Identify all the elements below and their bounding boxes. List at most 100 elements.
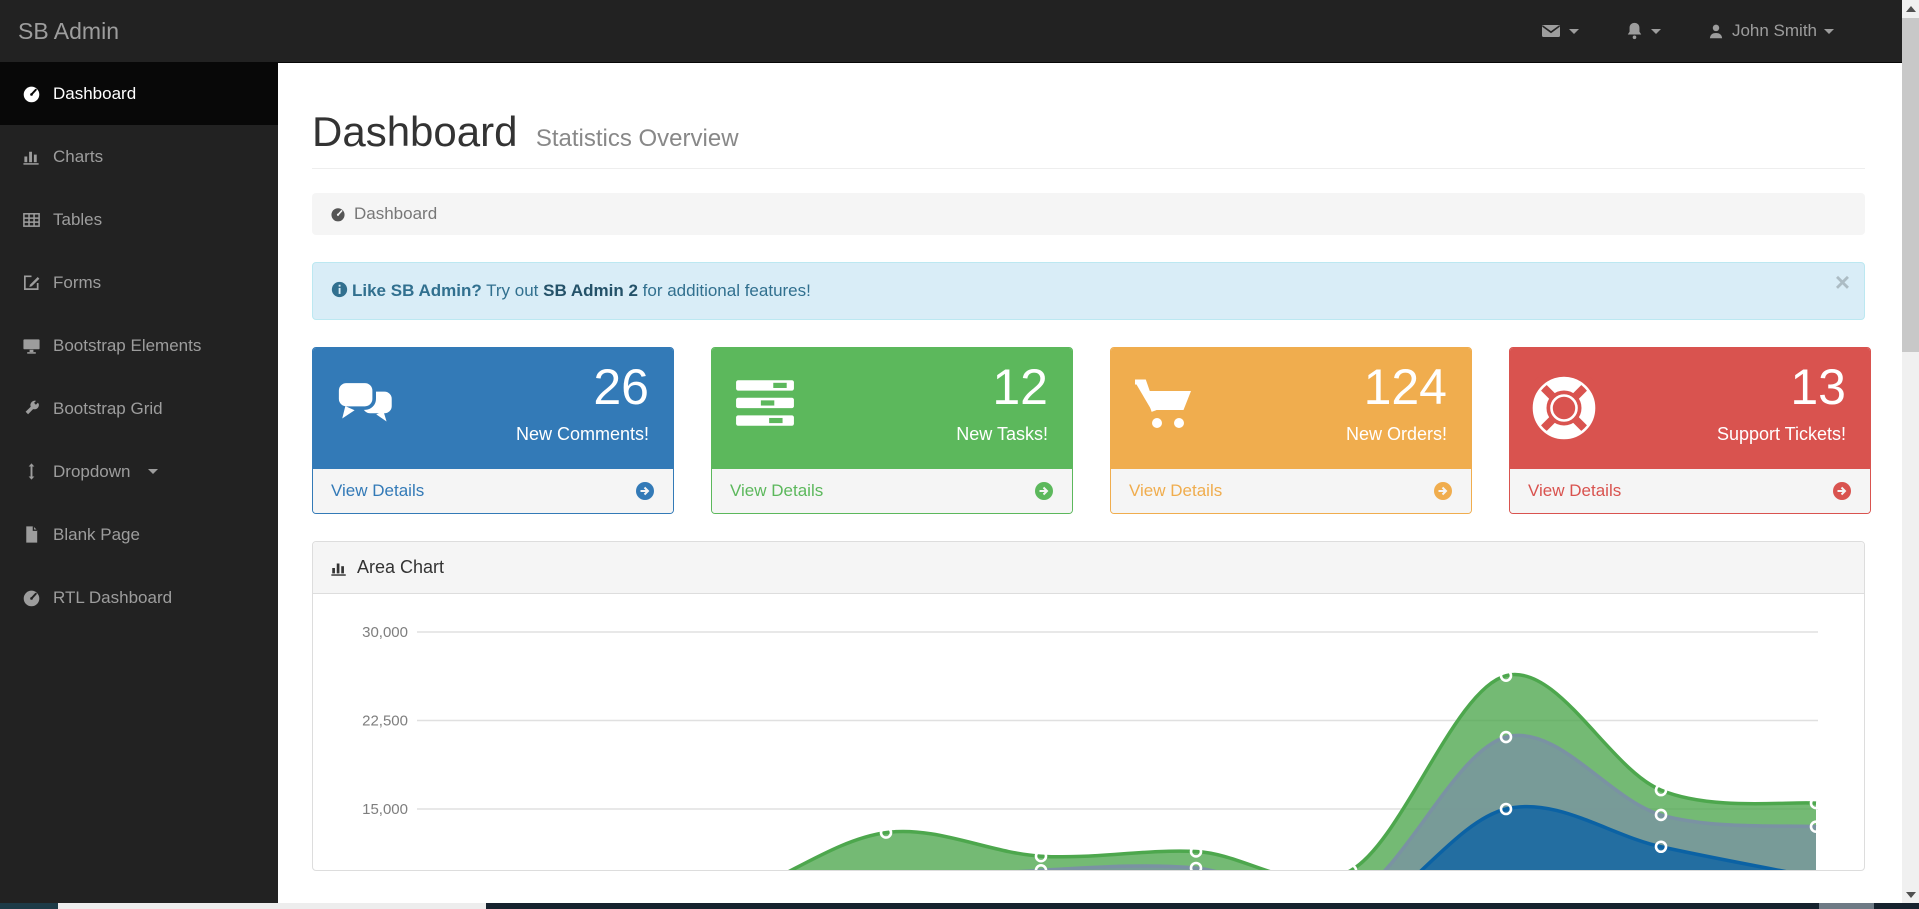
sidebar-item-label: Forms <box>53 272 102 292</box>
support-view-details[interactable]: View Details <box>1510 468 1870 513</box>
triangle-up-icon <box>1905 5 1916 12</box>
tasks-panel: 12 New Tasks! View Details <box>711 347 1073 514</box>
gauge-icon <box>20 84 42 103</box>
support-panel: 13 Support Tickets! View Details <box>1509 347 1871 514</box>
sidebar-nav: Dashboard Charts Tables Forms Bootstrap … <box>0 62 278 903</box>
shopping-cart-icon <box>1133 376 1197 439</box>
gauge-icon <box>330 206 346 222</box>
sidebar-item-label: Dashboard <box>53 83 137 103</box>
area-chart-svg: 30,000 22,500 15,000 <box>362 624 1823 870</box>
view-details-label: View Details <box>1528 481 1622 500</box>
breadcrumb: Dashboard <box>312 193 1865 235</box>
area-chart-title: Area Chart <box>357 557 445 577</box>
taskbar-segment <box>1819 903 1874 909</box>
caret-down-icon <box>1824 28 1834 34</box>
circle-arrow-right-icon <box>1034 481 1054 501</box>
area-chart[interactable]: 30,000 22,500 15,000 <box>313 594 1864 870</box>
sidebar-item-label: Dropdown <box>53 461 131 481</box>
tasks-count: 12 <box>992 359 1048 415</box>
top-navbar: SB Admin John Smith <box>0 0 1902 63</box>
pencil-square-icon <box>20 273 42 292</box>
circle-arrow-right-icon <box>635 481 655 501</box>
stat-panels-row: 26 New Comments! View Details 12 New Tas… <box>312 347 1871 514</box>
circle-arrow-right-icon <box>1433 481 1453 501</box>
bar-chart-icon <box>20 147 42 166</box>
file-icon <box>20 525 42 544</box>
orders-panel: 124 New Orders! View Details <box>1110 347 1472 514</box>
comments-icon <box>335 376 401 437</box>
breadcrumb-item-active: Dashboard <box>354 204 438 223</box>
table-icon <box>20 210 42 229</box>
tasks-label: New Tasks! <box>956 424 1048 444</box>
scroll-down-button[interactable] <box>1902 886 1919 903</box>
view-details-label: View Details <box>730 481 824 500</box>
navbar-right-menu: John Smith <box>1540 0 1834 62</box>
alerts-dropdown[interactable] <box>1625 21 1661 41</box>
svg-text:30,000: 30,000 <box>362 624 408 641</box>
sidebar-item-blank-page[interactable]: Blank Page <box>0 503 278 566</box>
gauge-icon <box>20 588 42 607</box>
orders-label: New Orders! <box>1345 424 1447 444</box>
alert-text: for additional features! <box>637 281 811 300</box>
sidebar-item-rtl-dashboard[interactable]: RTL Dashboard <box>0 566 278 629</box>
close-icon[interactable]: × <box>1834 267 1850 297</box>
comments-view-details[interactable]: View Details <box>313 468 673 513</box>
info-alert: Like SB Admin? Try out SB Admin 2 for ad… <box>312 262 1865 320</box>
bell-icon <box>1625 21 1644 41</box>
bar-chart-icon <box>330 559 348 577</box>
sidebar-item-dropdown[interactable]: Dropdown <box>0 440 278 503</box>
info-circle-icon <box>331 281 348 298</box>
sidebar-item-label: RTL Dashboard <box>53 587 173 607</box>
triangle-down-icon <box>1905 891 1916 898</box>
envelope-icon <box>1540 21 1562 41</box>
brand-link[interactable]: SB Admin <box>18 18 119 44</box>
life-ring-icon <box>1532 376 1596 445</box>
support-label: Support Tickets! <box>1716 424 1846 444</box>
area-chart-panel: Area Chart 30,000 22,500 15,000 <box>312 541 1865 871</box>
tasks-panel-heading: 12 New Tasks! <box>712 348 1072 468</box>
user-dropdown[interactable]: John Smith <box>1707 21 1834 41</box>
arrows-vertical-icon <box>20 462 42 481</box>
sidebar-item-dashboard[interactable]: Dashboard <box>0 62 278 125</box>
comments-label: New Comments! <box>515 424 649 444</box>
user-name: John Smith <box>1731 21 1817 40</box>
sidebar-item-label: Blank Page <box>53 524 140 544</box>
scrollbar-thumb[interactable] <box>1902 18 1919 352</box>
caret-down-icon <box>1650 28 1661 34</box>
sidebar-item-label: Tables <box>53 209 103 229</box>
taskbar-segment <box>58 903 486 909</box>
page-subtitle: Statistics Overview <box>535 125 739 152</box>
area-chart-heading: Area Chart <box>313 542 1864 594</box>
sidebar-item-forms[interactable]: Forms <box>0 251 278 314</box>
comments-count: 26 <box>593 359 649 415</box>
view-details-label: View Details <box>331 481 425 500</box>
desktop-icon <box>20 336 42 355</box>
user-icon <box>1707 22 1725 41</box>
orders-view-details[interactable]: View Details <box>1111 468 1471 513</box>
tasks-view-details[interactable]: View Details <box>712 468 1072 513</box>
sb-admin-2-link[interactable]: SB Admin 2 <box>543 281 638 300</box>
vertical-scrollbar[interactable] <box>1902 0 1919 903</box>
sidebar-item-tables[interactable]: Tables <box>0 188 278 251</box>
alert-text: Try out <box>481 281 544 300</box>
support-panel-heading: 13 Support Tickets! <box>1510 348 1870 468</box>
support-count: 13 <box>1790 359 1846 415</box>
page-header: Dashboard Statistics Overview <box>312 108 1865 169</box>
messages-dropdown[interactable] <box>1540 21 1579 41</box>
sidebar-item-bootstrap-elements[interactable]: Bootstrap Elements <box>0 314 278 377</box>
orders-count: 124 <box>1363 359 1447 415</box>
circle-arrow-right-icon <box>1832 481 1852 501</box>
taskbar-segment <box>0 903 58 909</box>
sidebar-item-label: Bootstrap Grid <box>53 398 163 418</box>
sidebar-item-bootstrap-grid[interactable]: Bootstrap Grid <box>0 377 278 440</box>
sidebar-item-charts[interactable]: Charts <box>0 125 278 188</box>
svg-text:22,500: 22,500 <box>362 713 408 730</box>
taskbar-strip <box>0 903 1919 909</box>
comments-panel-heading: 26 New Comments! <box>313 348 673 468</box>
comments-panel: 26 New Comments! View Details <box>312 347 674 514</box>
scroll-up-button[interactable] <box>1902 0 1919 17</box>
alert-lead: Like SB Admin? <box>352 281 482 300</box>
wrench-icon <box>20 399 42 418</box>
caret-down-icon <box>1568 28 1579 34</box>
view-details-label: View Details <box>1129 481 1223 500</box>
